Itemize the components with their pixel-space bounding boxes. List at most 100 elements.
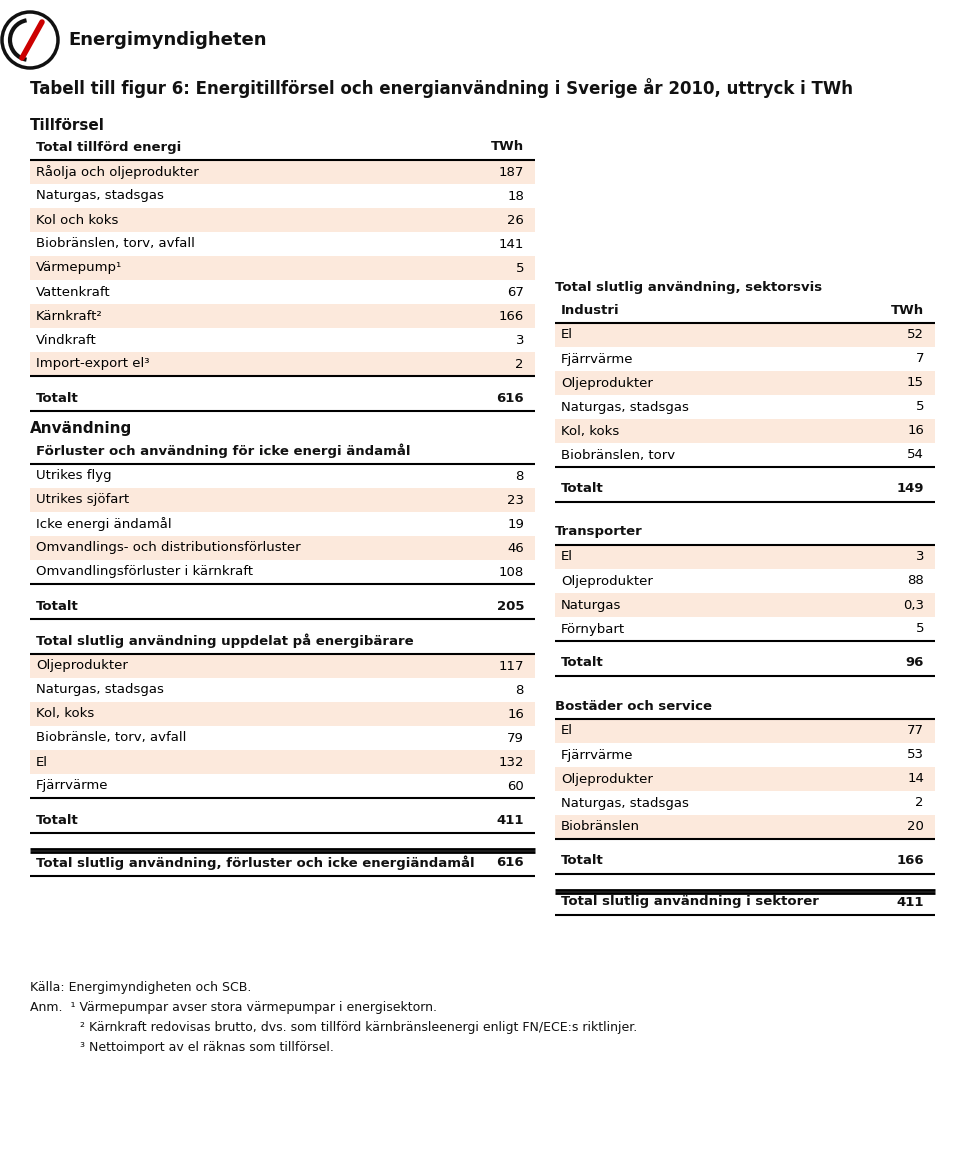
Text: TWh: TWh — [891, 304, 924, 316]
Text: Naturgas, stadsgas: Naturgas, stadsgas — [36, 190, 164, 202]
Bar — [30, 208, 535, 231]
Text: 46: 46 — [507, 542, 524, 555]
Text: 205: 205 — [496, 599, 524, 613]
Text: Anm.  ¹ Värmepumpar avser stora värmepumpar i energisektorn.: Anm. ¹ Värmepumpar avser stora värmepump… — [30, 1001, 437, 1014]
Text: 3: 3 — [916, 550, 924, 564]
Text: Biobränslen, torv, avfall: Biobränslen, torv, avfall — [36, 237, 195, 250]
Bar — [30, 750, 535, 775]
Text: Totalt: Totalt — [561, 656, 604, 670]
Text: Fjärrvärme: Fjärrvärme — [561, 749, 634, 762]
Text: 7: 7 — [916, 352, 924, 365]
Text: 53: 53 — [907, 749, 924, 762]
Text: 132: 132 — [498, 756, 524, 769]
Text: 141: 141 — [498, 237, 524, 250]
Text: 166: 166 — [897, 855, 924, 868]
Text: Totalt: Totalt — [36, 813, 79, 827]
Text: Fjärrvärme: Fjärrvärme — [36, 779, 108, 792]
Bar — [555, 419, 935, 443]
Text: 14: 14 — [907, 772, 924, 785]
Text: 8: 8 — [516, 470, 524, 483]
Text: Tillförsel: Tillförsel — [30, 117, 105, 133]
Bar — [30, 702, 535, 726]
Text: 616: 616 — [496, 392, 524, 405]
Text: Totalt: Totalt — [36, 392, 79, 405]
Text: Bostäder och service: Bostäder och service — [555, 699, 712, 713]
Text: Kol, koks: Kol, koks — [561, 424, 619, 437]
Text: Oljeprodukter: Oljeprodukter — [561, 377, 653, 390]
Text: Oljeprodukter: Oljeprodukter — [561, 772, 653, 785]
Text: 67: 67 — [507, 285, 524, 299]
Bar — [30, 536, 535, 561]
Text: Totalt: Totalt — [561, 855, 604, 868]
Text: Naturgas, stadsgas: Naturgas, stadsgas — [561, 400, 689, 414]
Text: Vattenkraft: Vattenkraft — [36, 285, 110, 299]
Text: 616: 616 — [496, 856, 524, 870]
Text: 60: 60 — [507, 779, 524, 792]
Text: El: El — [36, 756, 48, 769]
Text: 52: 52 — [907, 328, 924, 342]
Bar — [30, 654, 535, 678]
Text: Oljeprodukter: Oljeprodukter — [561, 575, 653, 587]
Bar — [555, 593, 935, 618]
Text: Utrikes flyg: Utrikes flyg — [36, 470, 111, 483]
Text: 411: 411 — [897, 896, 924, 908]
Text: Värmepump¹: Värmepump¹ — [36, 262, 122, 274]
Text: Import-export el³: Import-export el³ — [36, 357, 150, 371]
Text: 77: 77 — [907, 725, 924, 737]
Bar — [30, 304, 535, 328]
Text: 54: 54 — [907, 449, 924, 462]
Text: TWh: TWh — [491, 141, 524, 154]
Text: Fjärrvärme: Fjärrvärme — [561, 352, 634, 365]
Text: Naturgas, stadsgas: Naturgas, stadsgas — [36, 684, 164, 697]
Text: 96: 96 — [905, 656, 924, 670]
Text: Industri: Industri — [561, 304, 619, 316]
Text: 187: 187 — [498, 165, 524, 178]
Bar — [555, 371, 935, 395]
Text: Transporter: Transporter — [555, 526, 643, 538]
Text: 23: 23 — [507, 493, 524, 507]
Text: 20: 20 — [907, 821, 924, 834]
Text: 411: 411 — [496, 813, 524, 827]
Bar — [30, 160, 535, 184]
Text: Kol, koks: Kol, koks — [36, 707, 94, 721]
Text: ² Kärnkraft redovisas brutto, dvs. som tillförd kärnbränsleenergi enligt FN/ECE:: ² Kärnkraft redovisas brutto, dvs. som t… — [80, 1021, 637, 1035]
Text: Biobränsle, torv, avfall: Biobränsle, torv, avfall — [36, 732, 186, 744]
Text: El: El — [561, 725, 573, 737]
Bar — [30, 352, 535, 376]
Text: Biobränslen: Biobränslen — [561, 821, 640, 834]
Text: 5: 5 — [916, 400, 924, 414]
Text: 2: 2 — [916, 797, 924, 809]
Text: 16: 16 — [507, 707, 524, 721]
Text: ³ Nettoimport av el räknas som tillförsel.: ³ Nettoimport av el räknas som tillförse… — [80, 1042, 334, 1055]
Text: 19: 19 — [507, 518, 524, 530]
Text: 5: 5 — [916, 622, 924, 635]
Text: 166: 166 — [499, 309, 524, 322]
Text: 15: 15 — [907, 377, 924, 390]
Text: Utrikes sjöfart: Utrikes sjöfart — [36, 493, 130, 507]
Text: Total slutlig användning, förluster och icke energiändamål: Total slutlig användning, förluster och … — [36, 856, 474, 870]
Text: Källa: Energimyndigheten och SCB.: Källa: Energimyndigheten och SCB. — [30, 982, 252, 994]
Bar — [555, 815, 935, 839]
Text: Total slutlig användning, sektorsvis: Total slutlig användning, sektorsvis — [555, 281, 822, 294]
Bar — [30, 256, 535, 280]
Text: 16: 16 — [907, 424, 924, 437]
Text: Biobränslen, torv: Biobränslen, torv — [561, 449, 675, 462]
Bar — [555, 323, 935, 347]
Text: Kol och koks: Kol och koks — [36, 214, 118, 227]
Text: 117: 117 — [498, 659, 524, 672]
Text: El: El — [561, 328, 573, 342]
Text: Omvandlingsförluster i kärnkraft: Omvandlingsförluster i kärnkraft — [36, 565, 253, 578]
Text: Användning: Användning — [30, 421, 132, 436]
Text: 5: 5 — [516, 262, 524, 274]
Text: Naturgas, stadsgas: Naturgas, stadsgas — [561, 797, 689, 809]
Text: Totalt: Totalt — [561, 483, 604, 495]
Text: 108: 108 — [499, 565, 524, 578]
Text: Förluster och användning för icke energi ändamål: Förluster och användning för icke energi… — [36, 444, 411, 458]
Text: Naturgas: Naturgas — [561, 599, 621, 612]
Text: Tabell till figur 6: Energitillförsel och energianvändning i Sverige år 2010, ut: Tabell till figur 6: Energitillförsel oc… — [30, 78, 853, 98]
Text: Icke energi ändamål: Icke energi ändamål — [36, 518, 172, 531]
Text: 26: 26 — [507, 214, 524, 227]
Text: 8: 8 — [516, 684, 524, 697]
Text: Omvandlings- och distributionsförluster: Omvandlings- och distributionsförluster — [36, 542, 300, 555]
Text: Kärnkraft²: Kärnkraft² — [36, 309, 103, 322]
